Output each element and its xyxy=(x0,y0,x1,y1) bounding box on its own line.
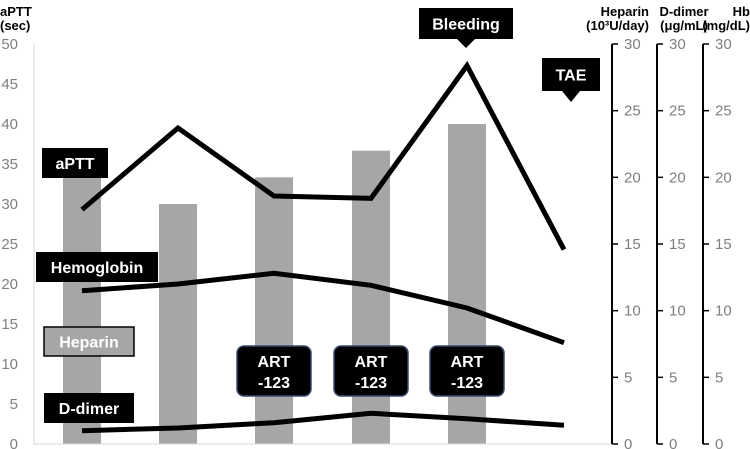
ddimer-tick-label: 25 xyxy=(669,103,686,120)
art-123-box xyxy=(236,345,312,397)
left-tick-label: 50 xyxy=(1,36,18,53)
left-tick-label: 15 xyxy=(1,316,18,333)
art-123-label-line1: ART xyxy=(258,354,291,371)
art-123-label-line1: ART xyxy=(355,354,388,371)
aptt-line xyxy=(80,60,567,251)
left-tick-label: 0 xyxy=(10,436,18,449)
ddimer-tick-label: 5 xyxy=(669,369,677,386)
heparin-tick-label: 10 xyxy=(624,303,641,320)
left-tick-label: 35 xyxy=(1,156,18,173)
aptt-axis-unit: (sec) xyxy=(0,18,30,33)
art-123-label-line1: ART xyxy=(451,354,484,371)
heparin-tick-label: 20 xyxy=(624,169,641,186)
aptt-axis-title: aPTT xyxy=(0,4,32,19)
lines-layer xyxy=(80,60,567,434)
hb-tick-label: 0 xyxy=(715,436,723,449)
hb-tick-label: 5 xyxy=(715,369,723,386)
left-tick-label: 10 xyxy=(1,356,18,373)
art-123-label-line2: -123 xyxy=(451,375,483,392)
heparin-bar xyxy=(159,204,197,444)
labels-layer: aPTT Hemoglobin Heparin D-dimer Bleeding TAE A… xyxy=(36,8,600,423)
heparin-axis-unit: (10³U/day) xyxy=(586,18,649,33)
tae-label: TAE xyxy=(556,68,587,85)
heparin-axis-title: Heparin xyxy=(601,4,649,19)
hb-axis-title: Hb xyxy=(733,4,750,19)
tae-callout xyxy=(542,58,600,102)
heparin-tick-label: 30 xyxy=(624,36,641,53)
axes-layer: 0510152025303540455005101520253005101520… xyxy=(0,4,750,449)
left-tick-label: 45 xyxy=(1,76,18,93)
ddimer-label: D-dimer xyxy=(59,401,119,418)
bleeding-label: Bleeding xyxy=(432,17,500,34)
left-tick-label: 30 xyxy=(1,196,18,213)
ddimer-tick-label: 10 xyxy=(669,303,686,320)
left-tick-label: 20 xyxy=(1,276,18,293)
heparin-tick-label: 25 xyxy=(624,103,641,120)
art-123-label-line2: -123 xyxy=(355,375,387,392)
left-tick-label: 40 xyxy=(1,116,18,133)
ddimer-tick-label: 15 xyxy=(669,236,686,253)
heparin-tick-label: 0 xyxy=(624,436,632,449)
heparin-tick-label: 5 xyxy=(624,369,632,386)
ddimer-tick-label: 20 xyxy=(669,169,686,186)
hb-tick-label: 10 xyxy=(715,303,732,320)
hemoglobin-label: Hemoglobin xyxy=(51,260,143,277)
heparin-label-box xyxy=(43,326,135,357)
hb-tick-label: 25 xyxy=(715,103,732,120)
hb-axis-unit: (mg/dL) xyxy=(702,18,750,33)
ddimer-axis-title: D-dimer xyxy=(659,4,708,19)
art-123-box xyxy=(429,345,505,397)
ddimer-label-box xyxy=(44,393,134,423)
left-tick-label: 25 xyxy=(1,236,18,253)
left-tick-label: 5 xyxy=(10,396,18,413)
ddimer-axis-unit: (μg/mL) xyxy=(660,18,708,33)
art-123-label-line2: -123 xyxy=(258,375,290,392)
hb-tick-label: 20 xyxy=(715,169,732,186)
heparin-label: Heparin xyxy=(59,335,119,352)
hb-tick-label: 30 xyxy=(715,36,732,53)
hb-tick-label: 15 xyxy=(715,236,732,253)
aptt-label-box xyxy=(42,148,108,178)
hemoglobin-line xyxy=(81,270,565,346)
aptt-label: aPTT xyxy=(55,156,94,173)
heparin-bar xyxy=(255,177,293,445)
art-123-box xyxy=(333,345,409,397)
ddimer-tick-label: 0 xyxy=(669,436,677,449)
ddimer-line xyxy=(81,410,565,434)
heparin-tick-label: 15 xyxy=(624,236,641,253)
hemoglobin-label-box xyxy=(36,252,158,282)
bleeding-callout xyxy=(419,8,513,48)
ddimer-tick-label: 30 xyxy=(669,36,686,53)
